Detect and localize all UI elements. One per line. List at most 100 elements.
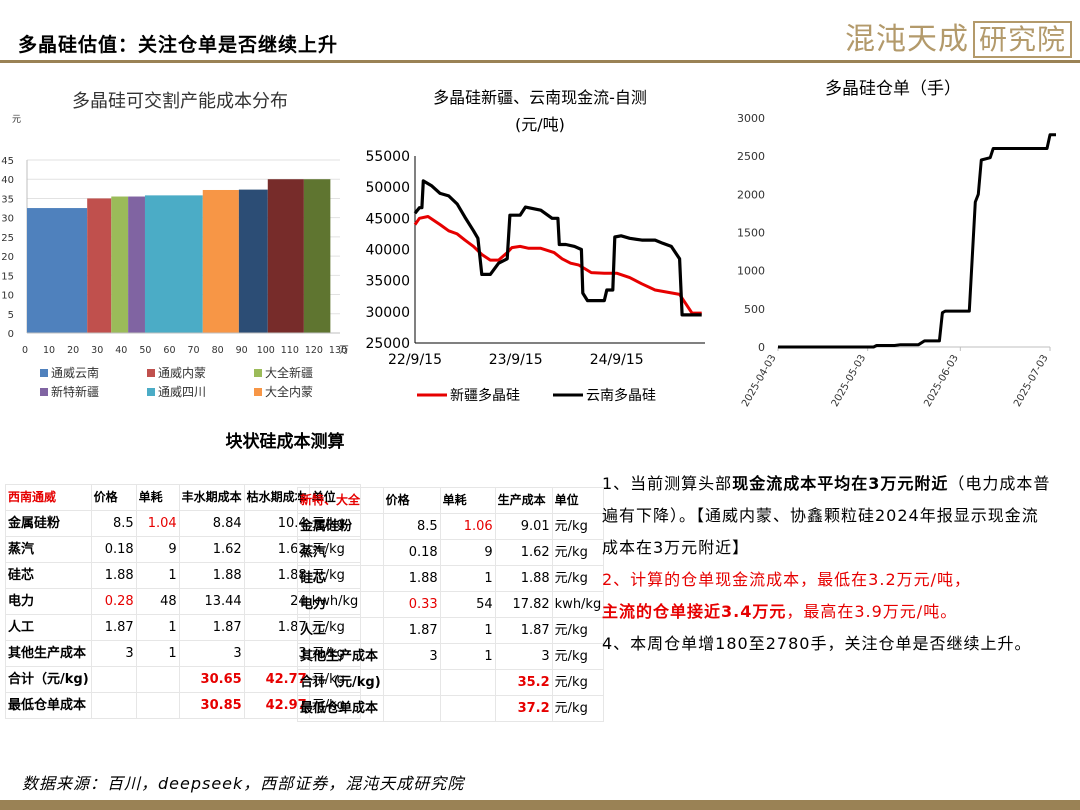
- table-cell: 0.33: [382, 591, 441, 618]
- table-cell: 0.28: [90, 588, 137, 615]
- x-tick-label: 2025-07-03: [1012, 353, 1051, 409]
- table-cell: 8.5: [90, 510, 137, 537]
- chart-title: 多晶硅可交割产能成本分布: [72, 91, 288, 112]
- x-tick-label: 60: [163, 345, 175, 356]
- column-header: 价格: [90, 484, 137, 511]
- table-cell: [90, 666, 137, 693]
- note-2: 2、计算的仓单现金流成本，最低在3.2万元/吨， 主流的仓单接近3.4万元，最高在…: [602, 570, 972, 621]
- y-tick-label: 1000: [737, 265, 765, 278]
- table-cell: 1.06: [439, 513, 496, 540]
- table-cell: 1: [439, 565, 496, 592]
- x-tick-label: 100: [257, 345, 275, 356]
- x-tick-label: 50: [139, 345, 151, 356]
- title-divider: [0, 60, 1080, 63]
- x-tick-label: 130: [329, 345, 347, 356]
- table-cell: [382, 695, 441, 722]
- table-cell: 0.18: [90, 536, 137, 563]
- y-tick-label: 25: [1, 233, 14, 244]
- page-title: 多晶硅估值：关注仓单是否继续上升: [18, 34, 339, 56]
- table-cell: 元/kg: [551, 539, 605, 566]
- table-cell: 蒸汽: [5, 536, 92, 563]
- table-cell: 8.5: [382, 513, 441, 540]
- y-tick-label: 5: [8, 310, 14, 321]
- table-cell: 1: [439, 617, 496, 644]
- table-cell: 9.01: [494, 513, 553, 540]
- column-header: 西南通威: [5, 484, 92, 511]
- table-cell: 37.2: [494, 695, 553, 722]
- table-row: 蒸汽 0.18 9 1.62 元/kg: [297, 539, 605, 566]
- table-cell: 30.65: [178, 666, 245, 693]
- y-tick-label: 2500: [737, 150, 765, 163]
- x-tick-label: 10: [43, 345, 55, 356]
- table-cell: 1.87: [494, 617, 553, 644]
- legend-label: 通威云南: [51, 365, 99, 380]
- table-cell: [90, 692, 137, 719]
- table-cell: 合计（元/kg): [297, 669, 384, 696]
- y-tick-label: 45000: [365, 211, 410, 227]
- logo-boxed-text: 研究院: [973, 21, 1073, 58]
- table-cell: 蒸汽: [297, 539, 384, 566]
- table-cell: 1: [135, 562, 180, 589]
- series-line: [413, 215, 702, 315]
- table-cell: 金属硅粉: [297, 513, 384, 540]
- y-tick-label: 10: [1, 291, 14, 302]
- y-tick-label: 0: [8, 329, 14, 340]
- x-tick-label: 30: [91, 345, 103, 356]
- table-cell: kwh/kg: [551, 591, 605, 618]
- table-cell: 合计（元/kg): [5, 666, 92, 693]
- y-tick-label: 30: [1, 214, 14, 225]
- bottom-divider: [0, 800, 1080, 810]
- table-cell: 元/kg: [551, 643, 605, 670]
- series-line: [778, 133, 1056, 349]
- column-header: 丰水期成本: [178, 484, 245, 511]
- cashflow-chart: 多晶硅新疆、云南现金流-自测 (元/吨) 25000 30000 35000 40000 4…: [365, 88, 705, 404]
- y-tick-label: 40: [1, 175, 14, 186]
- table-cell: 1: [135, 614, 180, 641]
- y-tick-label: 40000: [365, 243, 410, 259]
- bar: [128, 196, 145, 333]
- y-tick-label: 20: [1, 252, 14, 263]
- column-header: 单耗: [135, 484, 180, 511]
- x-tick-label: 23/9/15: [489, 352, 543, 368]
- table-cell: [135, 666, 180, 693]
- table-cell: 3: [90, 640, 137, 667]
- bar: [202, 189, 239, 333]
- x-tick-label: 2025-05-03: [830, 353, 869, 409]
- legend-label: 通威内蒙: [158, 366, 206, 380]
- column-header: 单耗: [439, 487, 496, 514]
- bar: [144, 195, 203, 333]
- table-cell: 1.87: [90, 614, 137, 641]
- legend-swatch: [254, 388, 262, 396]
- legend-label: 大全内蒙: [265, 384, 313, 399]
- table-cell: 元/kg: [551, 513, 605, 540]
- table-row: 其他生产成本 3 1 3 元/kg: [297, 643, 605, 670]
- table-cell: 9: [439, 539, 496, 566]
- table-row: 电力 0.33 54 17.82 kwh/kg: [297, 591, 605, 618]
- table-cell: [439, 669, 496, 696]
- y-tick-label: 25000: [365, 336, 410, 352]
- x-tick-label: 70: [187, 345, 199, 356]
- table-cell: [439, 695, 496, 722]
- column-header: 生产成本: [494, 487, 553, 514]
- y-tick-label: 500: [744, 303, 765, 316]
- table-cell: 元/kg: [551, 695, 605, 722]
- y-tick-label: 35000: [365, 274, 410, 290]
- y-tick-label: 1500: [737, 227, 765, 240]
- legend-swatch: [147, 388, 155, 396]
- y-tick-label: 30000: [365, 305, 410, 321]
- x-tick-label: 2025-06-03: [922, 353, 961, 409]
- legend-swatch: [40, 388, 48, 396]
- table-cell: 1.88: [382, 565, 441, 592]
- table-cell: 9: [135, 536, 180, 563]
- table-cell: 人工: [297, 617, 384, 644]
- table-header-row: 新特、大全 价格 单耗 生产成本 单位: [297, 487, 605, 514]
- table-cell: 1.87: [382, 617, 441, 644]
- table-cell: 1.62: [178, 536, 245, 563]
- table-cell: 0.18: [382, 539, 441, 566]
- legend-label: 大全新疆: [265, 365, 313, 380]
- table-row: 最低仓单成本 37.2 元/kg: [297, 695, 605, 722]
- y-tick-label: 55000: [365, 149, 410, 165]
- column-header: 单位: [551, 487, 605, 514]
- table-cell: 电力: [5, 588, 92, 615]
